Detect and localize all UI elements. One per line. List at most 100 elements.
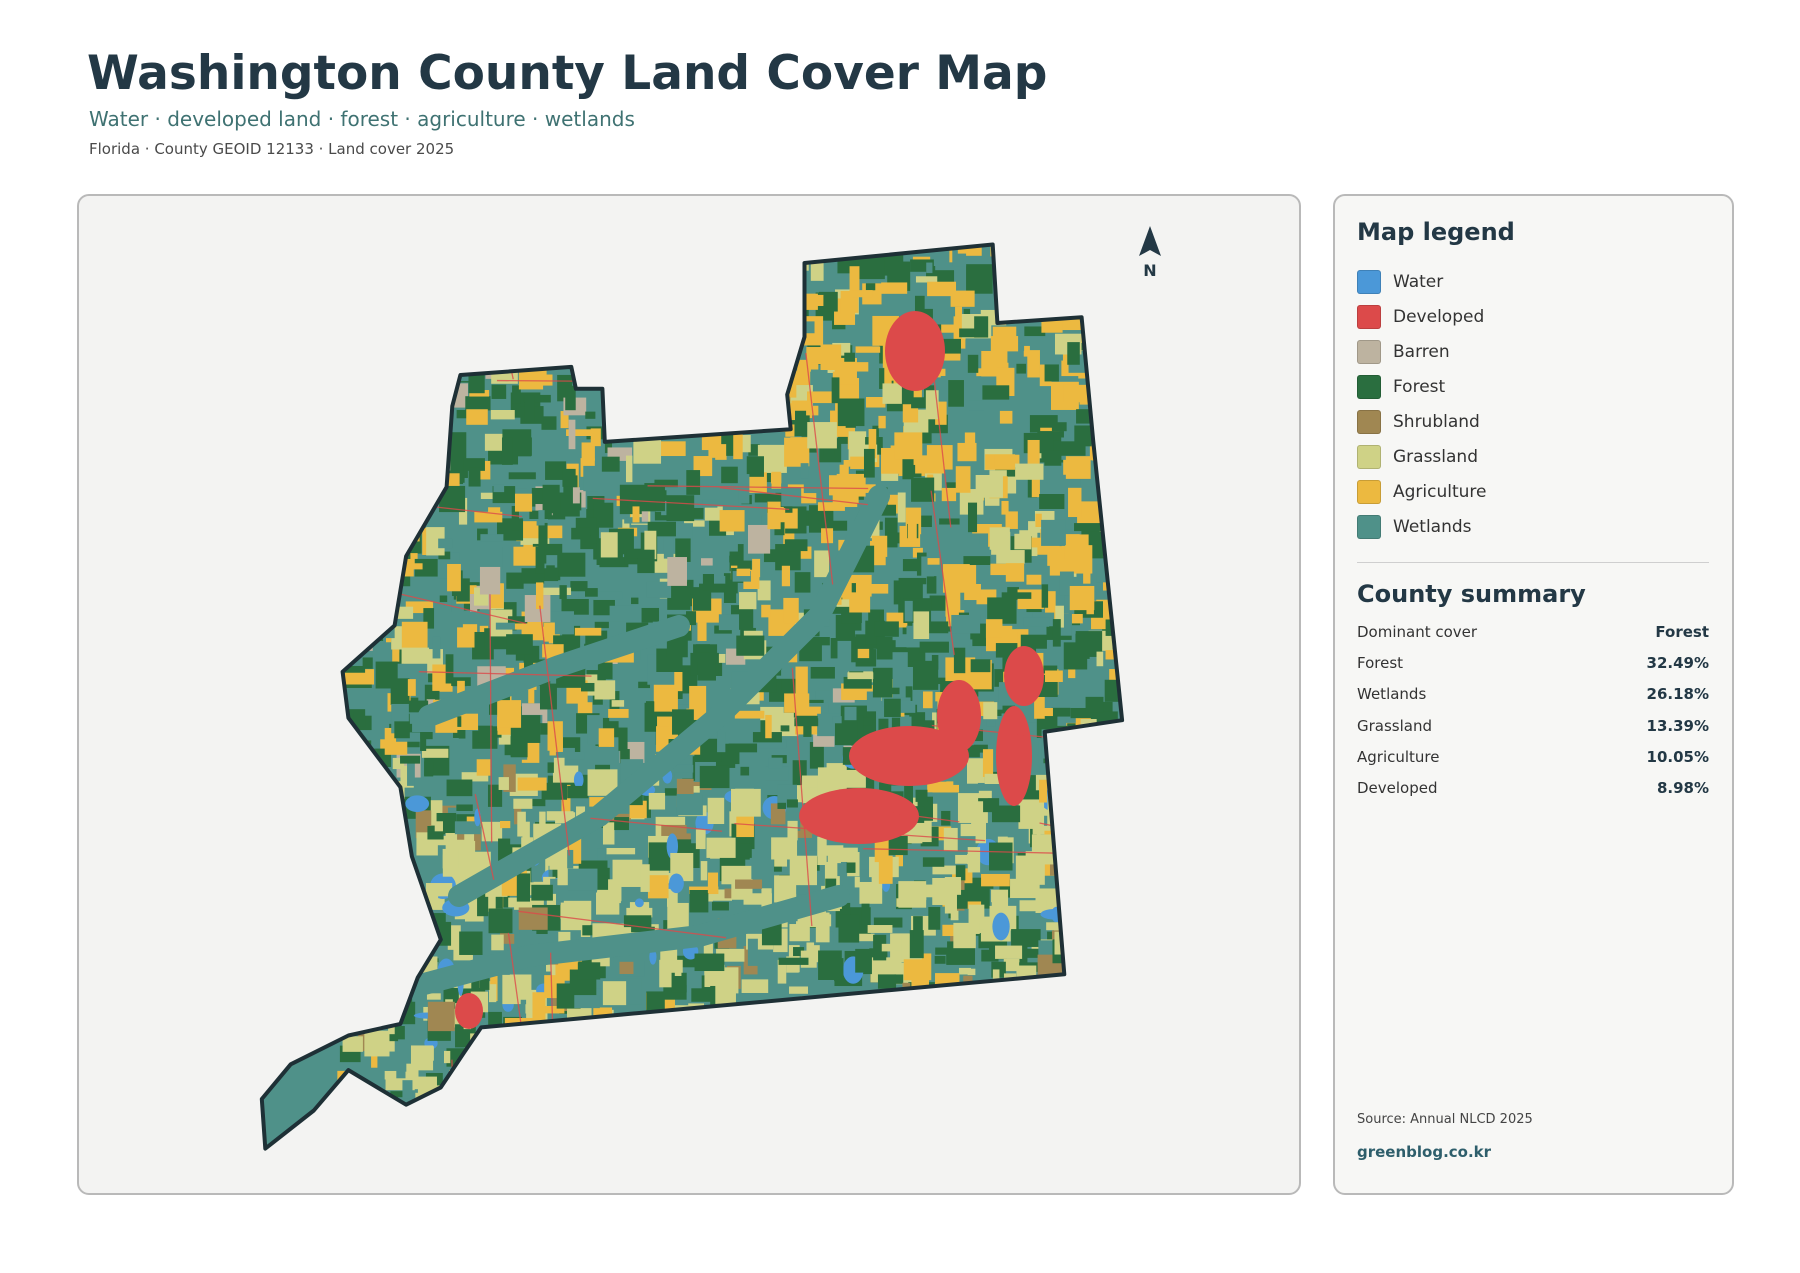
land-patch [1078,939,1106,962]
land-patch [624,379,643,397]
land-patch [1011,929,1041,947]
land-patch [1100,908,1123,924]
land-patch [535,1076,562,1103]
legend-label: Forest [1393,377,1446,397]
land-patch [868,429,877,459]
land-patch [1054,289,1062,307]
land-patch [828,606,850,614]
land-patch [807,1040,827,1065]
land-patch [1085,895,1109,910]
land-patch [809,741,824,769]
land-patch [974,316,989,338]
land-patch [725,344,744,368]
land-patch [830,1121,837,1144]
land-patch [694,953,725,972]
land-patch [1094,326,1118,333]
land-patch [1066,1093,1086,1108]
land-patch [717,731,726,753]
land-patch [485,307,509,338]
land-patch [513,798,533,809]
land-patch [1126,538,1136,567]
land-patch [1042,1034,1051,1044]
land-patch [563,900,592,925]
land-patch [539,1027,564,1038]
land-patch [673,1126,703,1149]
land-patch [957,1051,985,1069]
north-label: N [1143,261,1156,280]
land-patch [536,626,546,638]
land-patch [917,1073,939,1099]
land-patch [692,592,712,611]
land-patch [561,598,589,615]
land-patch [385,1078,415,1091]
land-patch [911,477,935,502]
land-patch [1005,262,1014,282]
land-patch [786,285,798,305]
land-patch [1102,1055,1123,1085]
summary-value: 32.49% [1646,654,1709,673]
land-patch [861,903,870,927]
land-patch [927,558,940,565]
land-patch [768,757,783,769]
land-patch [500,1079,520,1094]
land-patch [870,583,889,594]
land-patch [961,1109,980,1139]
land-patch [830,1074,842,1100]
land-patch [957,1098,980,1119]
land-patch [615,274,634,297]
land-patch [490,1136,502,1149]
land-patch [648,251,663,261]
land-patch [515,254,531,281]
land-patch [364,1030,390,1057]
land-patch [979,535,991,544]
land-patch [406,1150,419,1176]
land-patch [607,348,625,359]
land-patch [702,499,718,508]
land-patch [990,336,1019,352]
land-patch [800,1037,829,1055]
land-patch [807,1006,814,1018]
land-patch [849,726,969,786]
land-patch [783,527,795,551]
land-patch [791,1080,805,1111]
land-patch [640,864,650,892]
land-patch [426,993,441,1000]
land-patch [626,1081,646,1097]
land-patch [524,281,539,306]
land-patch [946,1001,971,1011]
land-patch [1008,1074,1018,1102]
land-patch [1041,1109,1053,1125]
land-patch [386,472,399,487]
land-patch [394,721,410,739]
land-patch [442,286,454,307]
land-patch [686,611,697,626]
land-patch [686,415,693,437]
land-patch [954,1153,961,1180]
land-patch [729,357,741,366]
land-patch [711,367,726,398]
land-patch [474,511,503,523]
land-patch [486,1138,513,1149]
land-patch [902,559,922,572]
land-patch [384,1070,397,1080]
land-patch [1119,378,1123,401]
land-patch [538,1006,565,1014]
land-patch [577,962,601,980]
land-patch [1024,1151,1053,1160]
land-patch [625,352,640,375]
land-patch [397,301,416,313]
land-patch [442,848,459,869]
land-patch [355,422,371,447]
land-patch [936,1019,951,1042]
land-patch [479,566,501,595]
land-patch [550,1086,567,1102]
land-patch [619,961,634,974]
subtitle: Water · developed land · forest · agricu… [89,107,635,131]
land-patch [415,475,431,505]
land-patch [568,1119,580,1148]
land-patch [513,546,539,566]
land-patch [713,330,734,360]
land-patch [1034,694,1045,719]
land-patch [831,377,840,404]
land-patch [991,1054,1022,1077]
